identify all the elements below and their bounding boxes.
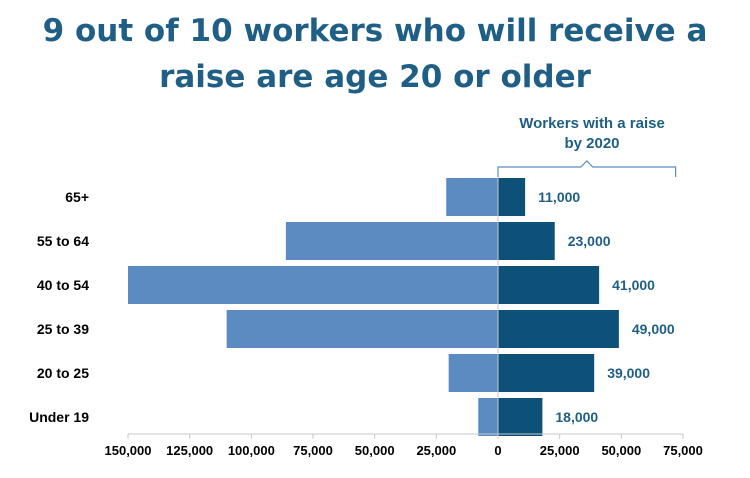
chart-title: 9 out of 10 workers who will receive a r… [0,8,750,100]
x-tick-label: 100,000 [228,443,275,458]
x-tick-label: 25,000 [540,443,580,458]
annotation-line-2: by 2020 [564,135,619,152]
right-bar-3 [498,310,619,348]
data-labels: 11,000 23,000 41,000 49,000 39,000 18,000 [538,189,675,425]
bracket-line [497,160,677,177]
data-label: 39,000 [607,365,650,381]
x-axis: 150,000 125,000 100,000 75,000 50,000 25,000 0… [105,175,703,458]
x-tick-label: 150,000 [105,443,152,458]
x-tick-label: 75,000 [663,443,703,458]
left-bar-0 [446,178,498,216]
x-tick-label: 0 [494,443,501,458]
left-bar-4 [448,354,498,392]
data-label: 11,000 [538,189,580,205]
right-bars [498,178,619,436]
data-label: 49,000 [632,321,675,337]
data-label: 23,000 [568,233,611,249]
category-label: 55 to 64 [37,233,89,249]
title-line-2: raise are age 20 or older [159,59,591,95]
data-label: 41,000 [612,277,655,293]
category-labels: 65+ 55 to 64 40 to 54 25 to 39 20 to 25 Under… [29,189,89,425]
category-label: Under 19 [29,409,89,425]
data-label: 18,000 [555,409,598,425]
x-tick-label: 50,000 [355,443,395,458]
x-tick-label: 125,000 [166,443,213,458]
right-bar-1 [498,222,555,260]
left-bar-1 [285,222,498,260]
right-bar-0 [498,178,526,216]
left-bar-2 [128,266,498,304]
category-label: 20 to 25 [37,365,89,381]
annotation-bracket [497,160,677,177]
right-bar-2 [498,266,600,304]
x-tick-label: 75,000 [293,443,333,458]
x-tick-label: 25,000 [416,443,456,458]
category-label: 65+ [65,189,89,205]
category-label: 40 to 54 [37,277,89,293]
title-line-1: 9 out of 10 workers who will receive a [42,13,708,49]
x-tick-label: 50,000 [601,443,641,458]
annotation-line-1: Workers with a raise [519,115,665,132]
left-bars [128,178,498,436]
category-label: 25 to 39 [37,321,89,337]
left-bar-3 [226,310,498,348]
left-bar-5 [478,398,498,436]
right-bar-5 [498,398,543,436]
right-bar-4 [498,354,595,392]
